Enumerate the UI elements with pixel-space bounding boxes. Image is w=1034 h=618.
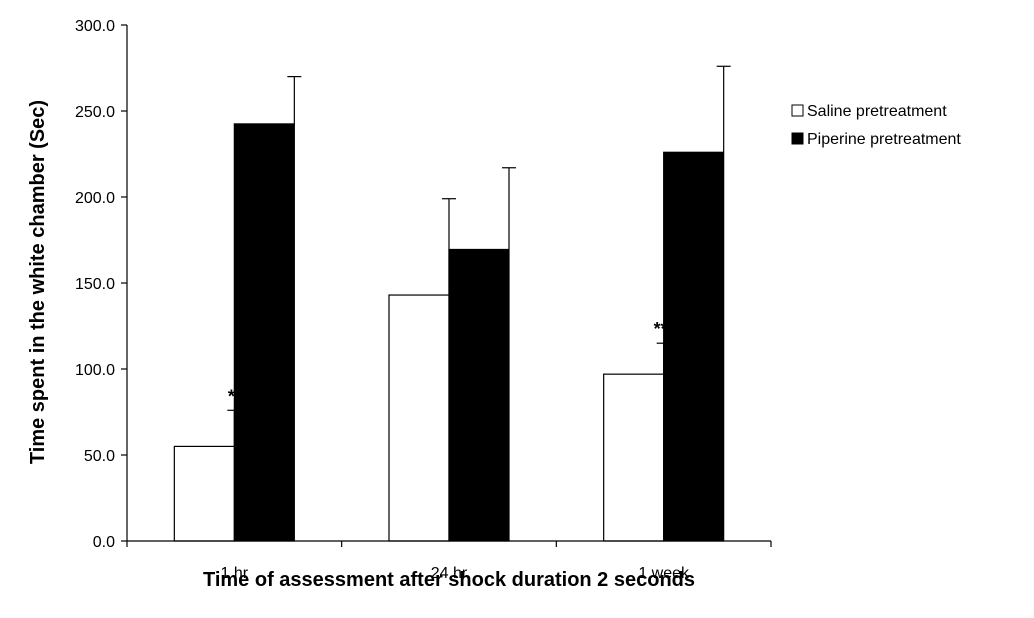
x-tick-label: 24 hr bbox=[431, 565, 468, 582]
y-tick-label: 0.0 bbox=[93, 534, 115, 551]
bar bbox=[603, 373, 665, 542]
x-tick-label: 1 week bbox=[638, 565, 690, 582]
x-tick-label: 1 hr bbox=[221, 565, 249, 582]
y-tick-label: 50.0 bbox=[84, 448, 115, 465]
legend-swatch bbox=[791, 132, 804, 145]
legend-label: Piperine pretreatment bbox=[807, 131, 961, 148]
bar bbox=[388, 294, 450, 542]
x-axis-title: Time of assessment after shock duration … bbox=[203, 569, 695, 591]
legend-swatch bbox=[791, 104, 804, 117]
significance-marker: * bbox=[228, 386, 235, 406]
y-tick-label: 250.0 bbox=[75, 104, 115, 121]
legend-label: Saline pretreatment bbox=[807, 103, 947, 120]
y-tick-label: 300.0 bbox=[75, 18, 115, 35]
legend: Saline pretreatment Piperine pretreatment bbox=[791, 103, 961, 148]
y-tick-label: 200.0 bbox=[75, 190, 115, 207]
bar bbox=[663, 151, 725, 542]
axes: 0.0 50.0 100.0 150.0 200.0 250.0 300.0 1 hr 24 h… bbox=[75, 18, 772, 582]
bar bbox=[233, 123, 295, 542]
y-tick-label: 150.0 bbox=[75, 276, 115, 293]
bar bbox=[173, 445, 235, 542]
plot-area: *** bbox=[173, 65, 731, 542]
y-tick-label: 100.0 bbox=[75, 362, 115, 379]
bar bbox=[448, 248, 510, 542]
y-axis-title: Time spent in the white chamber (Sec) bbox=[27, 100, 49, 464]
